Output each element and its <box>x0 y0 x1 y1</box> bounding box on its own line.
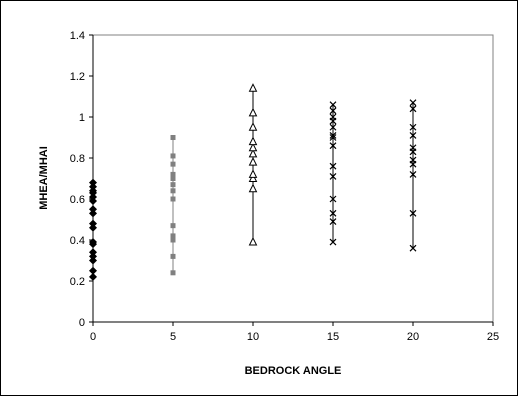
data-point <box>248 169 258 178</box>
data-point <box>329 123 337 131</box>
data-point <box>329 162 337 170</box>
x-tick-label: 10 <box>247 331 259 343</box>
data-point <box>170 153 176 159</box>
data-point <box>89 238 97 247</box>
data-point <box>409 170 417 178</box>
data-point <box>409 99 417 107</box>
x-tick-label: 25 <box>487 331 499 343</box>
y-tick-label: 1 <box>79 112 85 124</box>
y-tick-label: 0 <box>79 317 85 329</box>
data-point <box>170 171 176 177</box>
series-0 <box>89 178 97 281</box>
data-point <box>89 256 97 265</box>
data-point <box>89 219 97 228</box>
data-point <box>248 156 258 166</box>
data-point <box>409 132 417 139</box>
data-point <box>409 209 417 217</box>
data-point <box>170 253 176 259</box>
y-tick-label: 0.2 <box>70 276 85 288</box>
data-point <box>89 266 97 275</box>
data-point <box>409 105 417 113</box>
data-point <box>89 192 97 201</box>
data-point <box>248 107 258 117</box>
data-point <box>329 238 337 246</box>
y-tick-label: 1.2 <box>70 71 85 83</box>
data-point <box>170 233 176 239</box>
data-point <box>170 176 176 181</box>
data-point <box>248 122 258 131</box>
data-point <box>89 223 97 232</box>
data-point <box>89 252 97 261</box>
data-point <box>170 196 176 202</box>
data-point <box>248 142 258 152</box>
data-point <box>329 173 337 180</box>
data-point <box>89 182 97 191</box>
data-point <box>329 101 337 109</box>
y-tick-label: 0.8 <box>70 153 85 165</box>
data-point <box>329 132 337 139</box>
data-point <box>329 142 337 150</box>
x-tick-label: 20 <box>407 331 419 343</box>
x-tick-label: 5 <box>170 331 176 343</box>
data-point <box>329 107 337 115</box>
data-point <box>170 270 176 276</box>
x-tick-label: 0 <box>90 331 96 343</box>
data-point <box>329 209 337 217</box>
data-point <box>248 83 258 92</box>
data-point <box>89 205 97 214</box>
y-tick-label: 0.6 <box>70 194 85 206</box>
y-axis-label: MHEA/MHAI <box>38 146 50 210</box>
plot-area <box>92 34 494 323</box>
data-point <box>170 188 176 194</box>
data-point <box>248 183 258 193</box>
data-point <box>170 161 176 167</box>
tick-labels: 0 0.2 0.4 0.6 0.8 1 1.2 1.4 0 5 10 15 20 25 <box>70 30 499 343</box>
data-point <box>89 186 97 195</box>
data-point <box>248 236 258 246</box>
y-tick-label: 1.4 <box>70 30 85 42</box>
series-1 <box>170 135 176 276</box>
data-point <box>329 218 337 225</box>
series-4 <box>409 99 417 252</box>
data-point <box>89 197 97 206</box>
data-point <box>170 223 176 229</box>
x-tick-label: 15 <box>327 331 339 343</box>
data-point <box>409 144 417 152</box>
data-point <box>409 156 417 164</box>
series-3 <box>329 101 337 246</box>
data-point <box>170 237 176 243</box>
data-point <box>329 134 337 141</box>
data-point <box>89 209 97 218</box>
data-point <box>170 182 176 188</box>
data-point <box>89 248 97 257</box>
data-point <box>89 272 97 281</box>
data-point <box>248 136 258 146</box>
data-point <box>409 244 417 252</box>
data-point <box>248 148 258 158</box>
y-tick-label: 0.4 <box>70 235 85 247</box>
series-2 <box>248 83 258 246</box>
data-point <box>248 173 258 182</box>
x-axis-label: BEDROCK ANGLE <box>245 365 342 377</box>
data-point <box>89 178 97 187</box>
data-point <box>409 123 417 131</box>
data-point <box>170 135 176 140</box>
data-point <box>329 195 337 203</box>
data-series <box>89 83 417 281</box>
data-point <box>329 113 337 121</box>
